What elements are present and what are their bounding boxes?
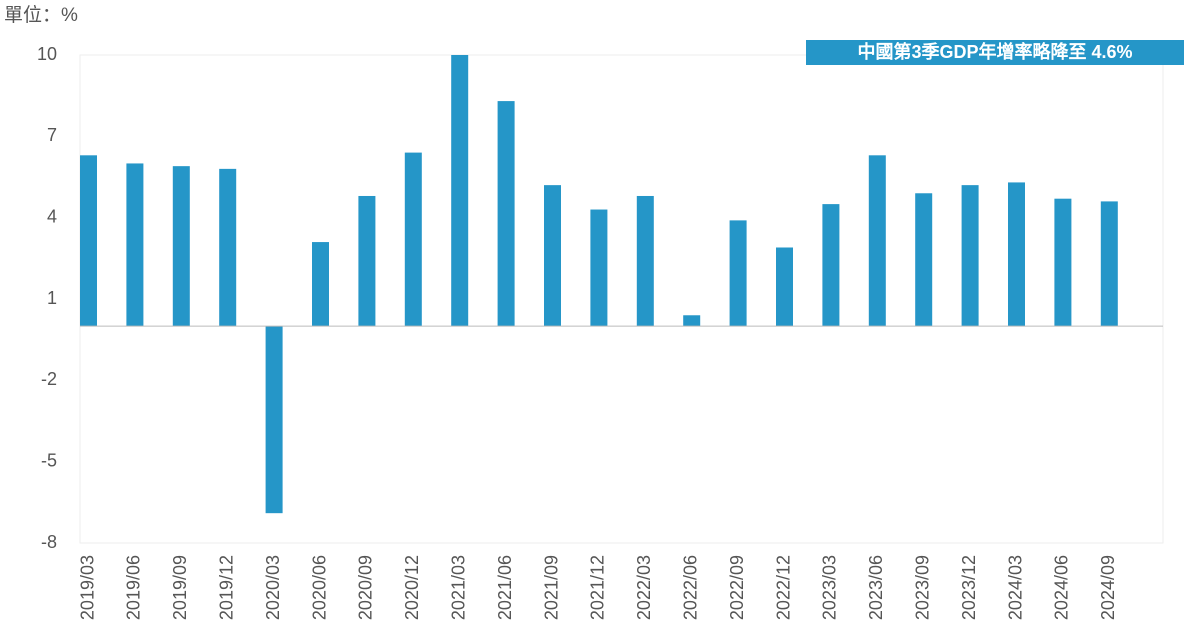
bar	[590, 209, 608, 327]
plot-frame	[79, 54, 1164, 544]
x-tick-label: 2022/12	[773, 555, 793, 620]
x-tick-label: 2024/09	[1098, 555, 1118, 620]
bar	[636, 195, 654, 327]
bar	[312, 242, 329, 327]
y-tick-label: 7	[47, 125, 57, 145]
bar	[358, 195, 376, 327]
x-tick-label: 2023/09	[912, 555, 932, 620]
x-tick-label: 2020/09	[356, 555, 376, 620]
x-tick-label: 2019/12	[216, 555, 236, 620]
x-tick-label: 2023/12	[959, 555, 979, 620]
bar	[961, 185, 979, 327]
annotation-box	[806, 40, 1184, 65]
x-tick-label: 2023/03	[820, 555, 840, 620]
bar	[219, 168, 237, 327]
bar	[404, 152, 422, 327]
y-tick-label: 1	[47, 288, 57, 308]
annotation: 中國第3季GDP年增率略降至 4.6%	[857, 41, 1132, 62]
bar	[172, 166, 190, 327]
bar	[822, 204, 840, 327]
bars	[80, 55, 1118, 514]
x-tick-label: 2019/06	[124, 555, 144, 620]
bar	[915, 193, 933, 327]
x-tick-label: 2024/03	[1005, 555, 1025, 620]
x-tick-label: 2022/06	[680, 555, 700, 620]
x-tick-label: 2019/03	[77, 555, 97, 620]
bar	[451, 55, 469, 327]
bar	[544, 185, 561, 327]
bar	[868, 155, 886, 327]
y-tick-label: -2	[41, 369, 57, 389]
bar	[729, 220, 747, 327]
x-tick-label: 2021/09	[541, 555, 561, 620]
y-tick-label: 10	[37, 44, 57, 64]
x-tick-label: 2021/06	[495, 555, 515, 620]
x-tick-label: 2022/03	[634, 555, 654, 620]
bar	[265, 326, 283, 514]
y-tick-label: 4	[47, 206, 57, 226]
x-tick-label: 2022/09	[727, 555, 747, 620]
x-tick-label: 2024/06	[1052, 555, 1072, 620]
bar	[1054, 198, 1072, 327]
x-tick-label: 2019/09	[170, 555, 190, 620]
bar	[126, 163, 144, 327]
bar	[80, 155, 97, 327]
bar	[776, 247, 793, 327]
bar	[683, 315, 701, 327]
x-tick-label: 2020/06	[309, 555, 329, 620]
x-tick-label: 2023/06	[866, 555, 886, 620]
y-tick-label: -5	[41, 450, 57, 470]
bar	[1008, 182, 1025, 327]
unit-label: 單位：%	[4, 4, 78, 26]
x-tick-label: 2021/03	[448, 555, 468, 620]
x-tick-label: 2021/12	[588, 555, 608, 620]
x-tick-label: 2020/03	[263, 555, 283, 620]
bar	[1100, 201, 1118, 327]
y-tick-label: -8	[41, 532, 57, 552]
x-tick-label: 2020/12	[402, 555, 422, 620]
bar	[497, 101, 515, 327]
